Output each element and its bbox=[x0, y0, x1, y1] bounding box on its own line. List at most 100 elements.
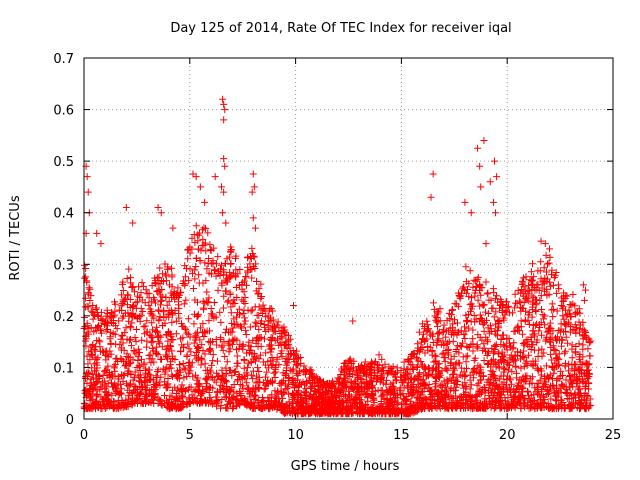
data-point bbox=[465, 324, 473, 332]
data-point bbox=[220, 292, 228, 300]
data-point bbox=[192, 330, 200, 338]
data-point bbox=[195, 271, 203, 279]
data-point bbox=[134, 345, 142, 353]
y-tick-label: 0 bbox=[66, 413, 74, 428]
data-point bbox=[254, 290, 262, 298]
data-point bbox=[117, 291, 125, 299]
data-point bbox=[231, 254, 239, 262]
data-point bbox=[491, 295, 499, 303]
data-point bbox=[270, 369, 278, 377]
data-point bbox=[236, 322, 244, 330]
data-point bbox=[552, 269, 560, 277]
data-point bbox=[377, 374, 385, 382]
data-point bbox=[131, 333, 139, 341]
data-point bbox=[181, 365, 189, 373]
data-point bbox=[480, 327, 488, 335]
data-point bbox=[262, 349, 270, 357]
data-point bbox=[137, 389, 145, 397]
data-point bbox=[460, 391, 468, 399]
data-point bbox=[538, 387, 546, 395]
data-point bbox=[492, 330, 500, 338]
data-point bbox=[460, 368, 468, 376]
data-point bbox=[85, 284, 93, 292]
data-point bbox=[248, 265, 256, 273]
data-point bbox=[558, 342, 566, 350]
data-point bbox=[433, 364, 441, 372]
data-point bbox=[554, 375, 562, 383]
data-point bbox=[517, 307, 525, 315]
data-point bbox=[470, 276, 478, 284]
data-point bbox=[582, 379, 590, 387]
data-point bbox=[472, 282, 480, 290]
data-point bbox=[255, 326, 263, 334]
data-point bbox=[314, 383, 322, 391]
data-point bbox=[147, 332, 155, 340]
data-point bbox=[555, 285, 563, 293]
data-point bbox=[340, 360, 348, 368]
data-point bbox=[513, 385, 521, 393]
data-point bbox=[249, 336, 257, 344]
data-point bbox=[484, 309, 492, 317]
data-point bbox=[507, 386, 515, 394]
data-point bbox=[462, 263, 470, 271]
data-point bbox=[195, 279, 203, 287]
data-point bbox=[238, 343, 246, 351]
data-point bbox=[138, 279, 146, 287]
data-point bbox=[141, 299, 149, 307]
data-point bbox=[558, 380, 566, 388]
data-point bbox=[565, 306, 573, 314]
data-point bbox=[449, 337, 457, 345]
data-point bbox=[349, 370, 357, 378]
data-point bbox=[157, 297, 165, 305]
data-point bbox=[101, 388, 109, 396]
data-point bbox=[545, 290, 553, 298]
data-point bbox=[353, 368, 361, 376]
data-point bbox=[143, 290, 151, 298]
data-point bbox=[433, 318, 441, 326]
data-point bbox=[441, 393, 449, 401]
data-point bbox=[511, 327, 519, 335]
data-point bbox=[417, 344, 425, 352]
data-point bbox=[491, 374, 499, 382]
data-point bbox=[542, 251, 550, 259]
data-point bbox=[114, 373, 122, 381]
data-point bbox=[463, 316, 471, 324]
data-points bbox=[80, 95, 595, 418]
data-point bbox=[518, 384, 526, 392]
data-point bbox=[429, 339, 437, 347]
data-point bbox=[422, 381, 430, 389]
data-point bbox=[199, 347, 207, 355]
data-point bbox=[565, 320, 573, 328]
data-point bbox=[173, 403, 181, 411]
data-point bbox=[240, 364, 248, 372]
data-point bbox=[483, 361, 491, 369]
data-point bbox=[529, 397, 537, 405]
data-point bbox=[361, 358, 369, 366]
data-point bbox=[188, 245, 196, 253]
data-point bbox=[198, 226, 206, 234]
data-point bbox=[321, 394, 329, 402]
data-point bbox=[378, 364, 386, 372]
data-point bbox=[549, 281, 557, 289]
data-point bbox=[193, 348, 201, 356]
data-point bbox=[525, 309, 533, 317]
data-point bbox=[489, 304, 497, 312]
data-point bbox=[149, 326, 157, 334]
data-point bbox=[537, 371, 545, 379]
data-point bbox=[444, 379, 452, 387]
data-point bbox=[106, 347, 114, 355]
data-point bbox=[334, 374, 342, 382]
data-point bbox=[248, 244, 256, 252]
data-point bbox=[261, 323, 269, 331]
data-point bbox=[538, 352, 546, 360]
data-point bbox=[273, 354, 281, 362]
data-point bbox=[196, 183, 204, 191]
data-point bbox=[207, 368, 215, 376]
data-point bbox=[560, 315, 568, 323]
data-point bbox=[476, 369, 484, 377]
data-point bbox=[89, 341, 97, 349]
data-point bbox=[231, 335, 239, 343]
data-point bbox=[84, 188, 92, 196]
data-point bbox=[509, 309, 517, 317]
data-point bbox=[271, 374, 279, 382]
